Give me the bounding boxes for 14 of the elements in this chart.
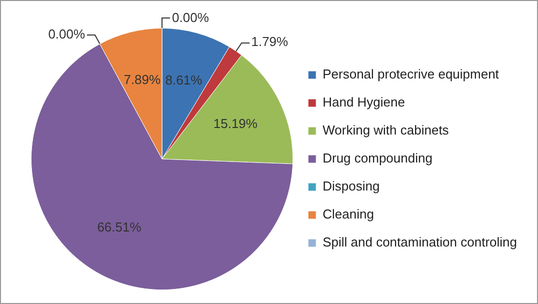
legend-label: Personal protecrive equipment <box>322 66 500 82</box>
text: 0.00% <box>48 26 86 42</box>
data-label: 15.19% <box>213 116 258 132</box>
legend-label: Drug compounding <box>322 150 432 166</box>
text: 0.00% <box>172 10 209 25</box>
legend-label: Hand Hygiene <box>322 94 405 110</box>
data-label: 66.51% <box>97 219 142 234</box>
legend-label: Spill and contamination controling <box>322 234 518 250</box>
data-label: 7.89% <box>124 72 162 87</box>
legend-label: Cleaning <box>322 206 374 222</box>
legend-label: Disposing <box>322 178 380 194</box>
legend-label: Working with cabinets <box>322 122 450 138</box>
data-label: 8.61% <box>165 72 203 88</box>
data-label: 1.79% <box>251 34 289 50</box>
